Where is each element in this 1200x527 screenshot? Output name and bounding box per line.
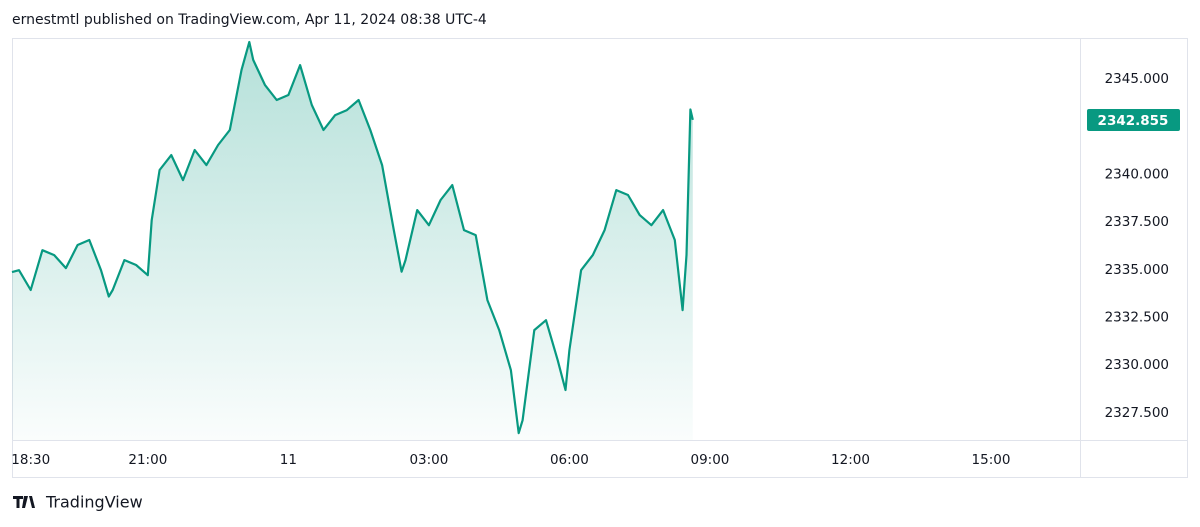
x-tick-label: 06:00 xyxy=(550,452,589,468)
y-tick-label: 2345.000 xyxy=(1105,71,1169,87)
last-price-label: 2342.855 xyxy=(1098,113,1169,129)
x-tick-label: 09:00 xyxy=(690,452,729,468)
x-tick-label: 15:00 xyxy=(972,452,1011,468)
x-tick-label: 21:00 xyxy=(128,452,167,468)
y-tick-label: 2340.000 xyxy=(1105,166,1169,182)
y-tick-label: 2335.000 xyxy=(1105,262,1169,278)
y-tick-label: 2337.500 xyxy=(1105,214,1169,230)
chart-title: ernestmtl published on TradingView.com, … xyxy=(12,12,487,28)
source-label: TradingView xyxy=(45,493,143,512)
x-tick-label: 11 xyxy=(280,452,297,468)
x-tick-label: 12:00 xyxy=(831,452,870,468)
x-tick-label: 03:00 xyxy=(409,452,448,468)
x-tick-label: 18:30 xyxy=(11,452,50,468)
price-line xyxy=(11,40,694,435)
logo xyxy=(13,496,35,508)
y-tick-label: 2332.500 xyxy=(1105,310,1169,326)
y-tick-label: 2327.500 xyxy=(1105,405,1169,421)
area-fill xyxy=(12,42,693,440)
last-price-tag xyxy=(1087,108,1180,131)
chart-frame xyxy=(12,38,1188,478)
y-tick-label: 2330.000 xyxy=(1105,357,1169,373)
